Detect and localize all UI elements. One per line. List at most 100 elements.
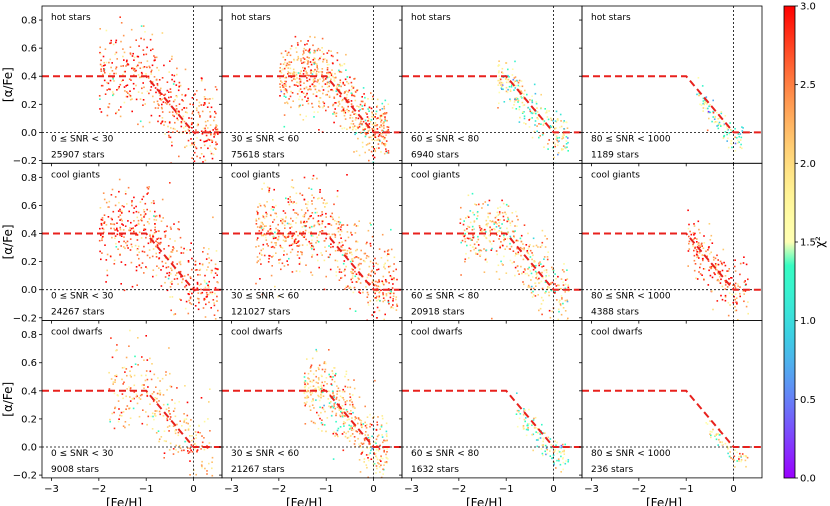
data-point bbox=[335, 420, 337, 423]
data-point bbox=[566, 278, 569, 280]
data-point bbox=[333, 405, 335, 407]
y-tick-label: −0.2 bbox=[13, 156, 37, 167]
data-point bbox=[165, 371, 167, 373]
data-point bbox=[102, 73, 104, 76]
data-point bbox=[376, 281, 379, 284]
data-point bbox=[509, 100, 512, 102]
data-point bbox=[140, 217, 143, 219]
data-point bbox=[203, 279, 206, 282]
data-point bbox=[552, 451, 555, 453]
data-point bbox=[515, 97, 518, 99]
data-point bbox=[288, 244, 291, 247]
data-point bbox=[293, 74, 295, 76]
data-point bbox=[385, 294, 388, 297]
data-point bbox=[514, 98, 516, 100]
data-point bbox=[513, 77, 516, 79]
data-point bbox=[190, 303, 193, 305]
data-point bbox=[565, 121, 568, 124]
data-point bbox=[383, 113, 385, 115]
data-point bbox=[347, 91, 350, 93]
data-point bbox=[306, 395, 309, 397]
data-point bbox=[498, 75, 501, 77]
data-point bbox=[316, 253, 319, 256]
data-point bbox=[196, 450, 198, 453]
snr-label: 30 ≤ SNR < 60 bbox=[231, 292, 299, 302]
data-point bbox=[320, 70, 322, 73]
data-point bbox=[710, 434, 712, 437]
data-point bbox=[212, 129, 214, 131]
data-point bbox=[317, 377, 320, 379]
data-point bbox=[291, 248, 294, 251]
data-point bbox=[533, 294, 535, 296]
data-point bbox=[534, 124, 536, 126]
data-point bbox=[319, 406, 321, 409]
data-point bbox=[381, 108, 384, 110]
data-point bbox=[351, 120, 354, 122]
data-point bbox=[179, 270, 182, 273]
x-tick-label: −2 bbox=[451, 484, 466, 495]
data-point bbox=[131, 201, 133, 204]
data-point bbox=[142, 49, 145, 51]
data-point bbox=[149, 210, 151, 213]
data-point bbox=[120, 22, 123, 24]
data-point bbox=[267, 261, 270, 263]
data-point bbox=[322, 80, 324, 83]
data-point bbox=[110, 42, 112, 44]
data-point bbox=[717, 118, 719, 120]
data-point bbox=[534, 92, 537, 95]
data-point bbox=[307, 209, 309, 212]
data-point bbox=[507, 68, 509, 71]
data-point bbox=[121, 205, 124, 207]
data-point bbox=[498, 278, 501, 280]
data-point bbox=[176, 277, 179, 280]
data-point bbox=[393, 256, 396, 259]
data-point bbox=[313, 81, 315, 83]
data-point bbox=[463, 235, 465, 238]
data-point bbox=[383, 105, 385, 108]
data-point bbox=[151, 393, 154, 395]
data-point bbox=[349, 126, 351, 129]
data-point bbox=[562, 121, 565, 124]
data-point bbox=[320, 411, 322, 414]
data-point bbox=[150, 378, 153, 381]
data-point bbox=[150, 86, 153, 88]
data-point bbox=[361, 100, 364, 103]
x-axis-label: [Fe/H] bbox=[106, 496, 142, 506]
data-point bbox=[211, 97, 214, 100]
data-point bbox=[147, 415, 150, 418]
data-point bbox=[468, 226, 471, 228]
data-point bbox=[277, 229, 279, 231]
data-point bbox=[196, 109, 198, 112]
data-point bbox=[370, 150, 373, 153]
data-point bbox=[297, 57, 300, 60]
data-point bbox=[488, 234, 491, 237]
data-point bbox=[383, 107, 386, 110]
data-point bbox=[499, 227, 501, 229]
data-point bbox=[283, 220, 285, 223]
y-tick-label: 0.2 bbox=[21, 100, 37, 111]
data-point bbox=[115, 66, 118, 68]
data-point bbox=[275, 212, 277, 215]
data-point bbox=[129, 396, 131, 398]
data-point bbox=[178, 155, 180, 158]
data-point bbox=[316, 70, 318, 73]
data-point bbox=[299, 113, 302, 116]
data-point bbox=[494, 228, 496, 231]
data-point bbox=[128, 345, 130, 347]
scatter-points bbox=[687, 209, 749, 321]
data-point bbox=[184, 440, 186, 443]
data-point bbox=[132, 69, 135, 71]
data-point bbox=[708, 117, 710, 120]
data-point bbox=[339, 79, 342, 81]
data-point bbox=[311, 83, 314, 85]
data-point bbox=[356, 248, 358, 251]
data-point bbox=[135, 395, 138, 398]
data-point bbox=[341, 414, 344, 416]
data-point bbox=[206, 473, 208, 475]
alpha-trend-line bbox=[402, 389, 582, 448]
data-point bbox=[321, 197, 323, 199]
data-point bbox=[325, 216, 327, 218]
data-point bbox=[351, 85, 353, 88]
data-point bbox=[381, 233, 384, 236]
data-point bbox=[111, 356, 114, 359]
